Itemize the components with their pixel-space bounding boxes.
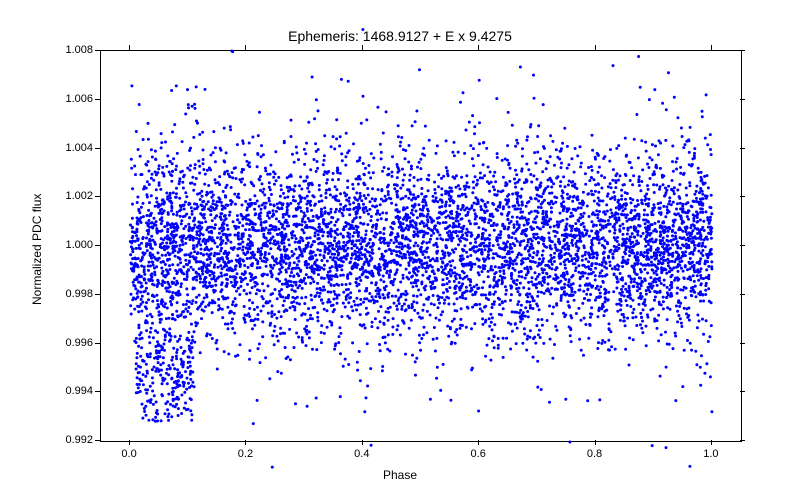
ytick-mark bbox=[95, 391, 100, 392]
ytick-label: 1.004 bbox=[55, 142, 93, 154]
xtick-mark bbox=[478, 45, 479, 50]
y-axis-label: Normalized PDC flux bbox=[30, 194, 44, 305]
xtick-label: 0.8 bbox=[587, 448, 602, 460]
xtick-mark bbox=[595, 45, 596, 50]
xtick-mark bbox=[362, 45, 363, 50]
scatter-layer bbox=[101, 51, 741, 441]
ytick-label: 1.006 bbox=[55, 93, 93, 105]
xtick-mark bbox=[245, 45, 246, 50]
xtick-mark bbox=[129, 440, 130, 445]
x-axis-label: Phase bbox=[0, 468, 800, 482]
ytick-mark bbox=[95, 245, 100, 246]
figure: Ephemeris: 1468.9127 + E x 9.4275 Phase … bbox=[0, 0, 800, 500]
xtick-mark bbox=[362, 440, 363, 445]
ytick-label: 0.996 bbox=[55, 337, 93, 349]
ytick-mark bbox=[740, 99, 745, 100]
ytick-label: 1.008 bbox=[55, 44, 93, 56]
plot-area bbox=[100, 50, 742, 442]
ytick-label: 1.002 bbox=[55, 190, 93, 202]
ytick-label: 1.000 bbox=[55, 239, 93, 251]
ytick-mark bbox=[95, 196, 100, 197]
ytick-mark bbox=[95, 294, 100, 295]
xtick-mark bbox=[129, 45, 130, 50]
ytick-mark bbox=[740, 196, 745, 197]
xtick-label: 1.0 bbox=[703, 448, 718, 460]
ytick-label: 0.994 bbox=[55, 385, 93, 397]
ytick-mark bbox=[95, 99, 100, 100]
ytick-label: 0.992 bbox=[55, 434, 93, 446]
ytick-mark bbox=[740, 440, 745, 441]
ytick-mark bbox=[740, 343, 745, 344]
ytick-label: 0.998 bbox=[55, 288, 93, 300]
ytick-mark bbox=[740, 294, 745, 295]
ytick-mark bbox=[740, 245, 745, 246]
xtick-mark bbox=[478, 440, 479, 445]
ytick-mark bbox=[740, 50, 745, 51]
ytick-mark bbox=[95, 343, 100, 344]
xtick-mark bbox=[711, 45, 712, 50]
chart-title: Ephemeris: 1468.9127 + E x 9.4275 bbox=[0, 28, 800, 44]
xtick-label: 0.0 bbox=[121, 448, 136, 460]
ytick-mark bbox=[95, 440, 100, 441]
xtick-mark bbox=[245, 440, 246, 445]
xtick-mark bbox=[711, 440, 712, 445]
xtick-label: 0.6 bbox=[471, 448, 486, 460]
ytick-mark bbox=[740, 148, 745, 149]
xtick-mark bbox=[595, 440, 596, 445]
xtick-label: 0.4 bbox=[354, 448, 369, 460]
ytick-mark bbox=[95, 50, 100, 51]
ytick-mark bbox=[95, 148, 100, 149]
xtick-label: 0.2 bbox=[238, 448, 253, 460]
ytick-mark bbox=[740, 391, 745, 392]
